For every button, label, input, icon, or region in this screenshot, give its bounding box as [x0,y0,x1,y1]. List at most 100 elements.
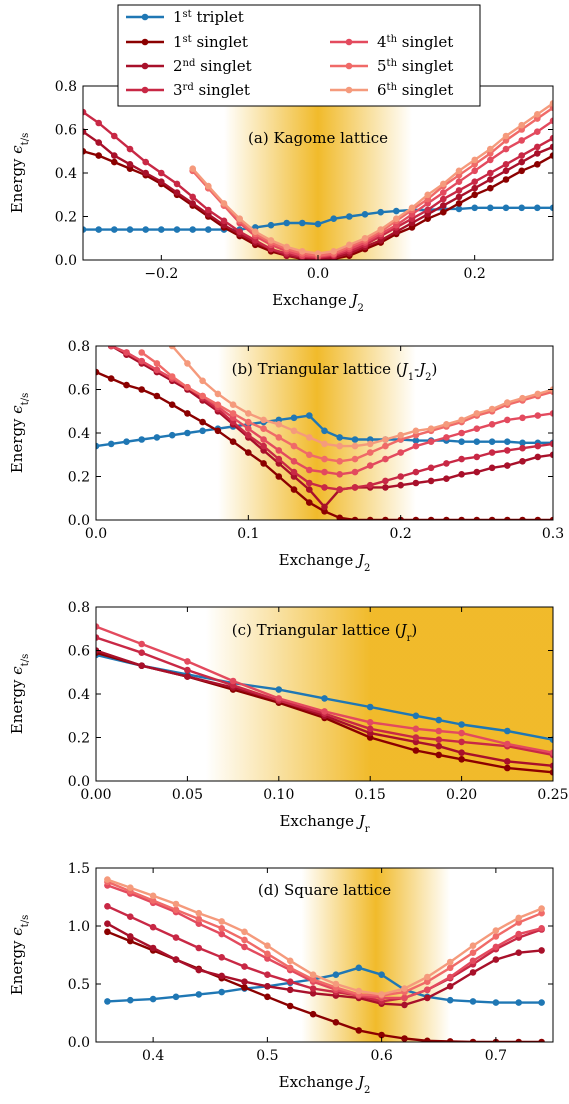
legend-label: 5th singlet [377,57,453,75]
point-2nd-singlet [549,451,553,459]
point-1st-singlet [538,1038,545,1042]
point-1st-triplet [504,438,511,446]
point-4th-singlet [260,436,267,443]
point-2nd-singlet [487,176,494,183]
point-6th-singlet [214,390,222,398]
point-1st-singlet [471,191,479,199]
point-3rd-singlet [158,169,165,177]
point-2nd-singlet [504,758,511,765]
y-tick-label: 0.0 [68,1035,90,1051]
point-5th-singlet [138,349,145,356]
panel-title: (c) Triangular lattice (Jr) [232,621,418,644]
y-tick-label: 0.0 [55,253,77,269]
series-line-3rd-singlet [106,905,543,1003]
point-6th-singlet [321,440,328,448]
point-4th-singlet [458,429,465,437]
point-3rd-singlet [487,169,494,177]
point-4th-singlet [195,920,203,927]
point-1st-singlet [168,401,176,409]
point-6th-singlet [488,405,496,413]
point-5th-singlet [446,964,454,972]
point-5th-singlet [336,458,344,465]
point-5th-singlet [260,425,267,433]
series-line-6th-singlet [191,102,553,255]
point-1st-triplet [332,971,340,978]
point-6th-singlet [469,942,477,949]
shaded-region [83,86,553,260]
point-4th-singlet [336,471,344,478]
point-2nd-singlet [473,468,481,476]
point-3rd-singlet [458,455,465,463]
point-3rd-singlet [286,978,294,985]
point-5th-singlet [264,950,271,958]
point-1st-singlet [424,1037,431,1042]
point-4th-singlet [443,434,450,441]
point-2nd-singlet [142,169,149,177]
point-5th-singlet [229,410,237,417]
point-1st-triplet [104,998,111,1005]
point-1st-singlet [458,756,465,763]
point-2nd-singlet [184,673,191,680]
point-1st-triplet [205,226,212,233]
point-3rd-singlet [502,161,510,168]
point-1st-singlet [309,1010,317,1018]
x-tick-label: −0.2 [144,266,178,282]
point-3rd-singlet [172,934,180,941]
point-6th-singlet [199,377,206,385]
point-2nd-singlet [488,464,496,472]
y-axis-label: Energy ϵt/s [8,915,31,995]
point-3rd-singlet [549,440,553,448]
point-3rd-singlet [241,963,248,970]
point-5th-singlet [382,442,389,450]
series-line-1st-triplet [96,653,553,741]
point-1st-singlet [355,1027,363,1034]
point-1st-triplet [458,438,465,446]
legend-label: 6th singlet [377,81,453,99]
point-6th-singlet [149,892,157,900]
point-4th-singlet [440,189,447,196]
x-tick-label: 0.20 [446,787,477,803]
point-6th-singlet [440,180,447,188]
point-5th-singlet [195,915,203,923]
point-4th-singlet [321,708,328,715]
point-1st-singlet [264,993,271,1001]
point-6th-singlet [519,394,526,402]
point-2nd-singlet [111,152,118,159]
panel-b: 0.0 0.1 0.2 0.3 0.0 0.2 0.4 0.6 0.8 (b) Triangula… [8,339,564,574]
panel-title: (d) Square lattice [258,881,391,899]
legend: 1st triplet 1st singlet 2nd singlet 3rd sin… [117,4,481,107]
point-6th-singlet [245,410,252,417]
point-1st-singlet [286,1002,294,1010]
point-1st-triplet [123,438,130,446]
point-3rd-singlet [142,158,149,166]
point-1st-triplet [534,204,541,212]
point-1st-singlet [502,176,510,183]
point-5th-singlet [153,360,161,367]
point-1st-singlet [107,375,115,382]
point-6th-singlet [236,215,243,222]
point-6th-singlet [252,228,259,235]
point-2nd-singlet [126,161,134,168]
point-1st-singlet [153,392,161,400]
point-1st-triplet [83,226,87,233]
y-tick-label: 1.5 [68,861,90,877]
point-1st-triplet [455,205,463,213]
series-line-3rd-singlet [96,636,553,757]
y-tick-label: 0.8 [68,600,90,616]
point-3rd-singlet [149,923,157,931]
point-1st-triplet [412,712,420,720]
point-2nd-singlet [534,150,541,157]
y-tick-label: 0.0 [68,774,90,790]
point-6th-singlet [393,215,400,222]
panel-a: −0.2 0.0 0.2 0.0 0.2 0.4 0.6 0.8 (a) Kagome latt… [8,79,554,314]
point-1st-singlet [123,381,130,389]
point-3rd-singlet [412,468,420,476]
point-1st-singlet [401,1035,408,1042]
point-4th-singlet [218,930,225,938]
point-6th-singlet [346,241,353,249]
point-1st-triplet [96,442,100,450]
point-2nd-singlet [504,462,511,469]
point-1st-triplet [189,226,196,233]
shaded-region [96,868,553,1042]
point-1st-triplet [306,412,313,419]
